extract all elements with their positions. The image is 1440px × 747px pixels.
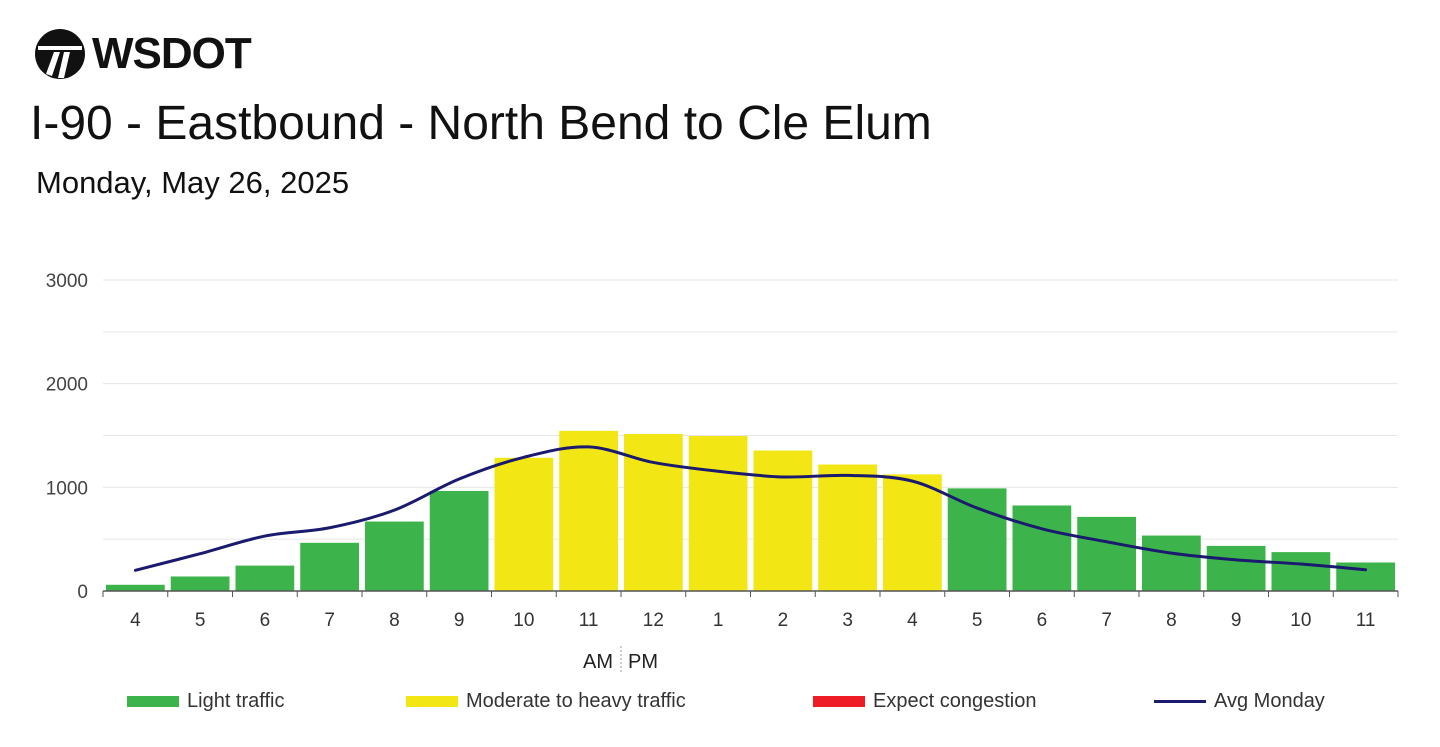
bar-9 (688, 436, 748, 591)
legend-item-light: Light traffic (127, 690, 284, 713)
y-tick-label: 0 (77, 582, 88, 603)
x-tick-label: 2 (778, 610, 789, 631)
bar-16 (1142, 535, 1201, 591)
x-tick-label: 11 (1356, 610, 1376, 631)
page-title: I-90 - Eastbound - North Bend to Cle Elu… (30, 97, 932, 150)
brand-logo: WSDOT (34, 28, 252, 80)
x-tick-label: 6 (1037, 610, 1048, 631)
x-tick-label: 5 (972, 610, 983, 631)
y-tick-label: 2000 (46, 375, 88, 396)
bar-5 (429, 490, 489, 591)
legend-swatch-congestion (813, 696, 865, 707)
x-tick-label: 8 (1166, 610, 1177, 631)
bar-14 (1012, 505, 1072, 591)
bar-17 (1206, 545, 1266, 591)
bar-13 (947, 488, 1007, 591)
bar-4 (365, 521, 424, 591)
x-tick-label: 7 (1101, 610, 1112, 631)
legend-item-congestion: Expect congestion (813, 690, 1036, 713)
x-tick-label: 3 (842, 610, 853, 631)
grid-lines (103, 279, 1398, 540)
x-tick-labels: 4 5 6 7 8 9 10 11 12 1 2 3 4 5 6 7 8 9 10 11 (130, 610, 1375, 631)
brand-name: WSDOT (92, 29, 252, 78)
legend-label-avg: Avg Monday (1214, 690, 1325, 712)
bar-3 (300, 542, 359, 591)
x-tick-label: 11 (579, 610, 599, 631)
x-tick-label: 4 (130, 610, 141, 631)
bar-15 (1077, 516, 1136, 591)
legend: Light traffic Moderate to heavy traffic … (0, 690, 1440, 720)
pm-label: PM (628, 651, 658, 673)
bar-11 (818, 464, 877, 591)
y-tick-labels: 0 1000 2000 3000 (46, 271, 88, 603)
x-tick-label: 9 (454, 610, 465, 631)
bar-8 (624, 433, 683, 591)
x-tick-label: 9 (1231, 610, 1242, 631)
bar-10 (753, 450, 813, 591)
page-subtitle: Monday, May 26, 2025 (36, 165, 350, 200)
x-tick-label: 10 (513, 610, 534, 631)
legend-item-moderate: Moderate to heavy traffic (406, 690, 686, 713)
x-axis (102, 590, 1399, 597)
bar-6 (494, 457, 554, 591)
bars (106, 430, 1395, 591)
legend-swatch-light (127, 696, 179, 707)
x-tick-label: 10 (1290, 610, 1311, 631)
avg-monday-line (133, 445, 1368, 572)
legend-swatch-moderate (406, 696, 458, 707)
x-tick-label: 4 (907, 610, 918, 631)
x-tick-label: 1 (713, 610, 724, 631)
y-tick-label: 3000 (46, 271, 88, 292)
y-tick-label: 1000 (46, 478, 88, 499)
x-tick-label: 12 (643, 610, 664, 631)
bar-0 (106, 584, 165, 591)
avg-line-layer (133, 445, 1368, 572)
bar-2 (235, 565, 295, 591)
bar-12 (883, 474, 942, 591)
legend-label-moderate: Moderate to heavy traffic (466, 690, 686, 712)
x-tick-label: 7 (324, 610, 335, 631)
legend-label-light: Light traffic (187, 690, 285, 712)
am-label: AM (583, 651, 613, 673)
x-tick-label: 6 (260, 610, 271, 631)
legend-item-avg: Avg Monday (1154, 690, 1325, 713)
x-tick-label: 5 (195, 610, 206, 631)
bar-18 (1271, 552, 1331, 591)
legend-label-congestion: Expect congestion (873, 690, 1037, 712)
wsdot-logo-icon (35, 29, 85, 79)
bar-7 (559, 430, 618, 591)
am-pm-labels: AM PM (583, 646, 658, 674)
x-tick-label: 8 (389, 610, 400, 631)
bar-1 (170, 576, 230, 591)
legend-swatch-avg (1154, 700, 1206, 703)
